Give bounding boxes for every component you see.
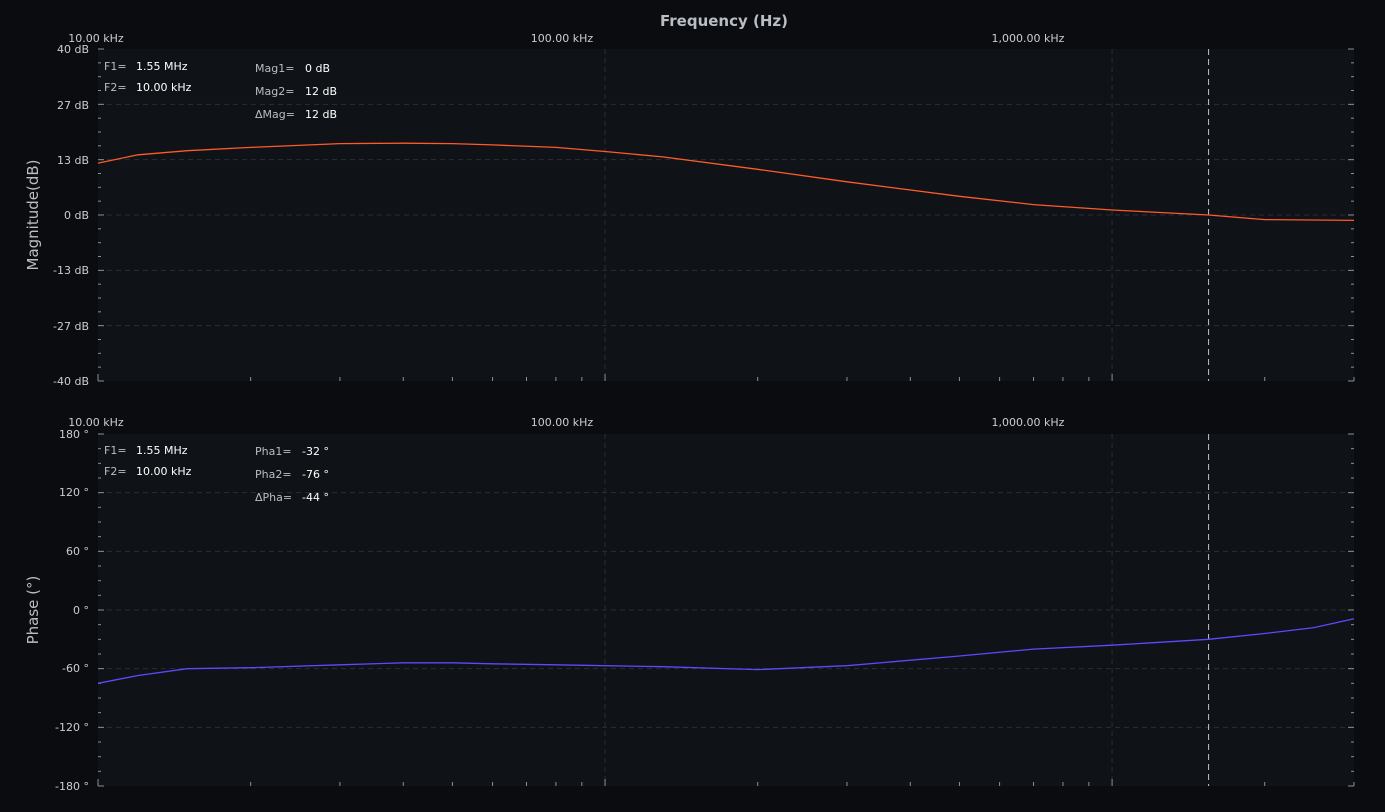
phase-trace <box>97 618 1355 684</box>
pha2-label: Pha2= <box>255 468 292 481</box>
phase-series <box>97 434 1355 786</box>
phase-minor-ticks <box>97 433 1355 787</box>
phase-y-tick-label: -120 ° <box>55 721 89 734</box>
f2-label: F2= <box>104 81 127 94</box>
phase-grid <box>98 434 1354 786</box>
delta-phase-label: ΔPha= <box>255 491 292 504</box>
phase-panel: 10.00 kHz 100.00 kHz 1,000.00 kHz 180 ° … <box>24 416 1355 793</box>
phase-y-tick-label: 0 ° <box>73 604 89 617</box>
phase-x-tick-label: 10.00 kHz <box>68 416 124 429</box>
f1-label: F1= <box>104 60 127 73</box>
mag-y-tick-label: -40 dB <box>53 375 89 388</box>
magnitude-grid <box>98 49 1354 381</box>
f1-value: 1.55 MHz <box>136 444 188 457</box>
magnitude-trace <box>97 142 1355 222</box>
mag2-label: Mag2= <box>255 85 294 98</box>
mag-y-tick-label: 40 dB <box>57 43 89 56</box>
magnitude-plot-area[interactable] <box>98 49 1354 381</box>
phase-x-tick-label: 1,000.00 kHz <box>992 416 1065 429</box>
phase-axis-title: Phase (°) <box>24 576 42 645</box>
mag-y-tick-label: 0 dB <box>64 209 89 222</box>
f2-value: 10.00 kHz <box>136 81 192 94</box>
f1-value: 1.55 MHz <box>136 60 188 73</box>
phase-y-tick-label: 60 ° <box>66 545 89 558</box>
magnitude-cursor-readout: F1= 1.55 MHz F2= 10.00 kHz Mag1= 0 dB Ma… <box>104 60 337 121</box>
magnitude-minor-ticks <box>97 48 1355 382</box>
phase-x-tick-label: 100.00 kHz <box>531 416 594 429</box>
magnitude-axis-title: Magnitude(dB) <box>24 160 42 271</box>
pha1-label: Pha1= <box>255 445 292 458</box>
phase-y-tick-label: -60 ° <box>62 662 89 675</box>
mag-x-tick-label: 10.00 kHz <box>68 32 124 45</box>
phase-cursor-readout: F1= 1.55 MHz F2= 10.00 kHz Pha1= -32 ° P… <box>104 444 329 504</box>
chart-title: Frequency (Hz) <box>660 12 788 30</box>
magnitude-panel: 10.00 kHz 100.00 kHz 1,000.00 kHz 40 dB … <box>24 32 1355 388</box>
delta-phase-value: -44 ° <box>302 491 329 504</box>
f2-label: F2= <box>104 465 127 478</box>
f2-value: 10.00 kHz <box>136 465 192 478</box>
phase-y-tick-label: -180 ° <box>55 780 89 793</box>
pha1-value: -32 ° <box>302 445 329 458</box>
mag-x-tick-label: 1,000.00 kHz <box>992 32 1065 45</box>
mag1-label: Mag1= <box>255 62 294 75</box>
phase-y-tick-label: 180 ° <box>59 428 89 441</box>
f1-label: F1= <box>104 444 127 457</box>
phase-y-tick-label: 120 ° <box>59 486 89 499</box>
delta-mag-label: ΔMag= <box>255 108 295 121</box>
mag-y-tick-label: 27 dB <box>57 99 89 112</box>
mag2-value: 12 dB <box>305 85 337 98</box>
phase-plot-area[interactable] <box>98 434 1354 786</box>
mag1-value: 0 dB <box>305 62 330 75</box>
mag-y-tick-label: -27 dB <box>53 320 89 333</box>
mag-x-tick-label: 100.00 kHz <box>531 32 594 45</box>
magnitude-series <box>97 49 1355 381</box>
mag-y-tick-label: -13 dB <box>53 264 89 277</box>
mag-y-tick-label: 13 dB <box>57 154 89 167</box>
delta-mag-value: 12 dB <box>305 108 337 121</box>
pha2-value: -76 ° <box>302 468 329 481</box>
